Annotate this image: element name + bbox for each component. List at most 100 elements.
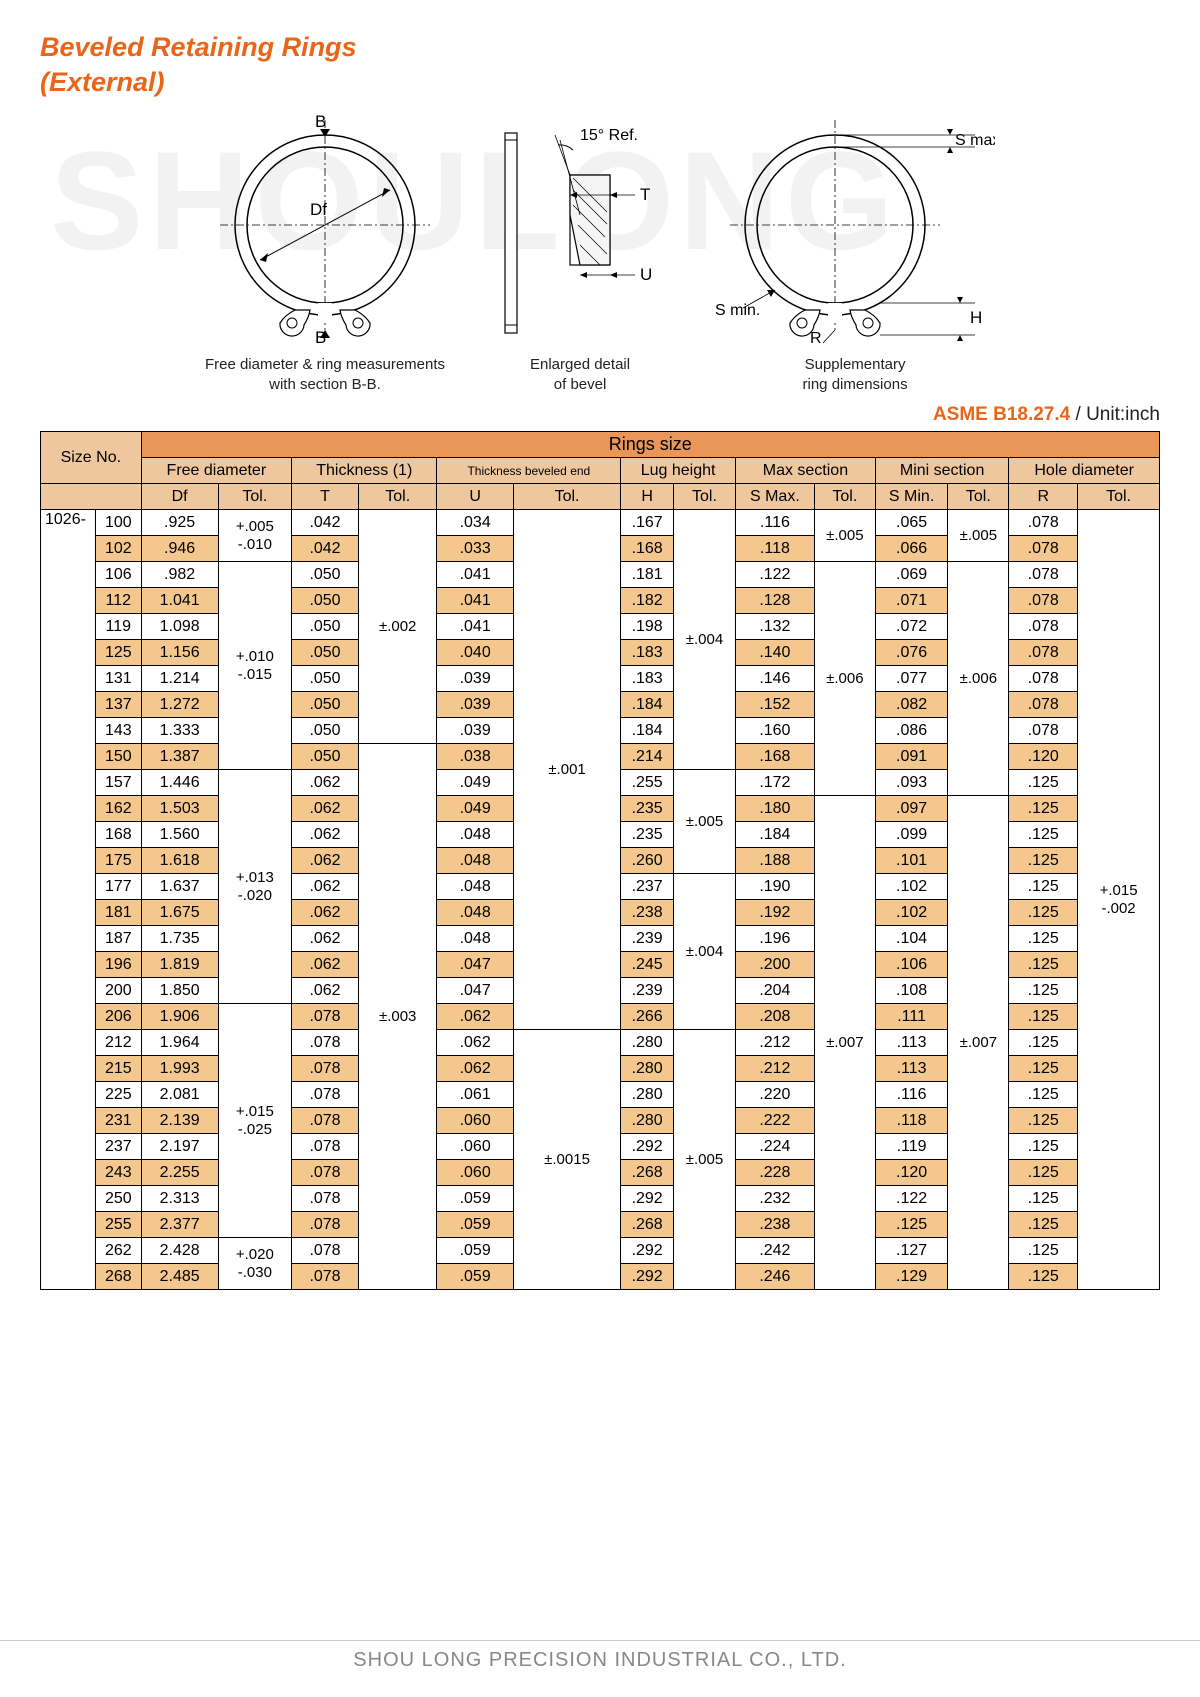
table-cell: .050 <box>292 666 359 692</box>
table-cell: .204 <box>735 978 814 1004</box>
tol-cell: +.015 -.002 <box>1078 510 1160 1290</box>
table-cell: .106 <box>875 952 947 978</box>
table-cell: .050 <box>292 614 359 640</box>
title-line2: (External) <box>40 65 1160 100</box>
table-cell: .125 <box>1009 874 1078 900</box>
table-cell: .228 <box>735 1160 814 1186</box>
table-cell: 157 <box>96 770 142 796</box>
table-cell: .224 <box>735 1134 814 1160</box>
table-cell: 243 <box>96 1160 142 1186</box>
table-cell: .093 <box>875 770 947 796</box>
table-cell: .190 <box>735 874 814 900</box>
table-cell: .111 <box>875 1004 947 1030</box>
hdr-size-no: Size No. <box>41 432 142 484</box>
table-cell: .120 <box>1009 744 1078 770</box>
table-cell: .078 <box>292 1160 359 1186</box>
table-cell: .172 <box>735 770 814 796</box>
table-cell: 175 <box>96 848 142 874</box>
hdr-sym: S Min. <box>875 484 947 510</box>
table-cell: .059 <box>437 1186 513 1212</box>
table-cell: .082 <box>875 692 947 718</box>
table-cell: 212 <box>96 1030 142 1056</box>
table-cell: .062 <box>292 848 359 874</box>
table-cell: .168 <box>735 744 814 770</box>
tol-cell: ±.005 <box>674 1030 736 1290</box>
smax-label: S max. <box>955 132 995 149</box>
table-cell: .099 <box>875 822 947 848</box>
table-cell: .062 <box>292 796 359 822</box>
table-cell: .132 <box>735 614 814 640</box>
table-cell: .125 <box>1009 1030 1078 1056</box>
hdr-sym: Tol. <box>948 484 1009 510</box>
table-cell: .050 <box>292 744 359 770</box>
table-cell: 1.098 <box>141 614 218 640</box>
tol-cell: ±.006 <box>814 562 875 796</box>
table-cell: .214 <box>621 744 674 770</box>
table-cell: 1.850 <box>141 978 218 1004</box>
table-cell: .140 <box>735 640 814 666</box>
table-cell: 187 <box>96 926 142 952</box>
table-cell: .050 <box>292 588 359 614</box>
table-cell: .049 <box>437 770 513 796</box>
cap2-l2: of bevel <box>554 376 607 393</box>
table-cell: .198 <box>621 614 674 640</box>
table-cell: .237 <box>621 874 674 900</box>
table-cell: .125 <box>1009 1264 1078 1290</box>
table-cell: .168 <box>621 536 674 562</box>
table-cell: .048 <box>437 900 513 926</box>
tol-cell: +.020 -.030 <box>218 1238 291 1290</box>
table-cell: .078 <box>292 1030 359 1056</box>
tol-cell: ±.005 <box>674 770 736 874</box>
hdr-sym: S Max. <box>735 484 814 510</box>
table-cell: .128 <box>735 588 814 614</box>
diagram-supplementary: S max. S min. H R Supplementary ring dim… <box>715 115 995 394</box>
table-cell: .125 <box>1009 1056 1078 1082</box>
table-cell: .062 <box>437 1056 513 1082</box>
table-cell: 250 <box>96 1186 142 1212</box>
table-cell: 1.964 <box>141 1030 218 1056</box>
table-cell: .041 <box>437 588 513 614</box>
table-cell: .125 <box>1009 796 1078 822</box>
table-cell: .192 <box>735 900 814 926</box>
table-cell: .167 <box>621 510 674 536</box>
table-cell: .101 <box>875 848 947 874</box>
table-cell: .034 <box>437 510 513 536</box>
table-cell: .102 <box>875 874 947 900</box>
table-cell: .200 <box>735 952 814 978</box>
table-cell: .062 <box>437 1030 513 1056</box>
tol-cell: +.015 -.025 <box>218 1004 291 1238</box>
cap3-l1: Supplementary <box>805 356 906 373</box>
table-cell: .125 <box>1009 1134 1078 1160</box>
table-cell: .072 <box>875 614 947 640</box>
table-cell: .245 <box>621 952 674 978</box>
table-cell: .059 <box>437 1212 513 1238</box>
table-cell: 2.377 <box>141 1212 218 1238</box>
table-cell: .078 <box>292 1056 359 1082</box>
hdr-group: Lug height <box>621 458 736 484</box>
table-cell: .152 <box>735 692 814 718</box>
tol-cell: ±.001 <box>513 510 620 1030</box>
table-cell: .040 <box>437 640 513 666</box>
table-cell: .048 <box>437 822 513 848</box>
table-cell: .118 <box>735 536 814 562</box>
table-cell: .038 <box>437 744 513 770</box>
table-cell: .071 <box>875 588 947 614</box>
cap3-l2: ring dimensions <box>803 376 908 393</box>
table-cell: .078 <box>292 1212 359 1238</box>
table-cell: 181 <box>96 900 142 926</box>
tol-cell: +.010 -.015 <box>218 562 291 770</box>
table-cell: .062 <box>292 952 359 978</box>
table-cell: 268 <box>96 1264 142 1290</box>
standard-line: ASME B18.27.4 / Unit:inch <box>40 404 1160 426</box>
table-cell: .182 <box>621 588 674 614</box>
table-cell: .047 <box>437 978 513 1004</box>
table-cell: .946 <box>141 536 218 562</box>
angle-label: 15° Ref. <box>580 127 638 144</box>
table-cell: .108 <box>875 978 947 1004</box>
table-cell: .160 <box>735 718 814 744</box>
tol-cell: ±.005 <box>948 510 1009 562</box>
table-cell: .042 <box>292 510 359 536</box>
table-cell: .238 <box>735 1212 814 1238</box>
unit-label: / Unit:inch <box>1070 404 1160 425</box>
table-cell: .208 <box>735 1004 814 1030</box>
